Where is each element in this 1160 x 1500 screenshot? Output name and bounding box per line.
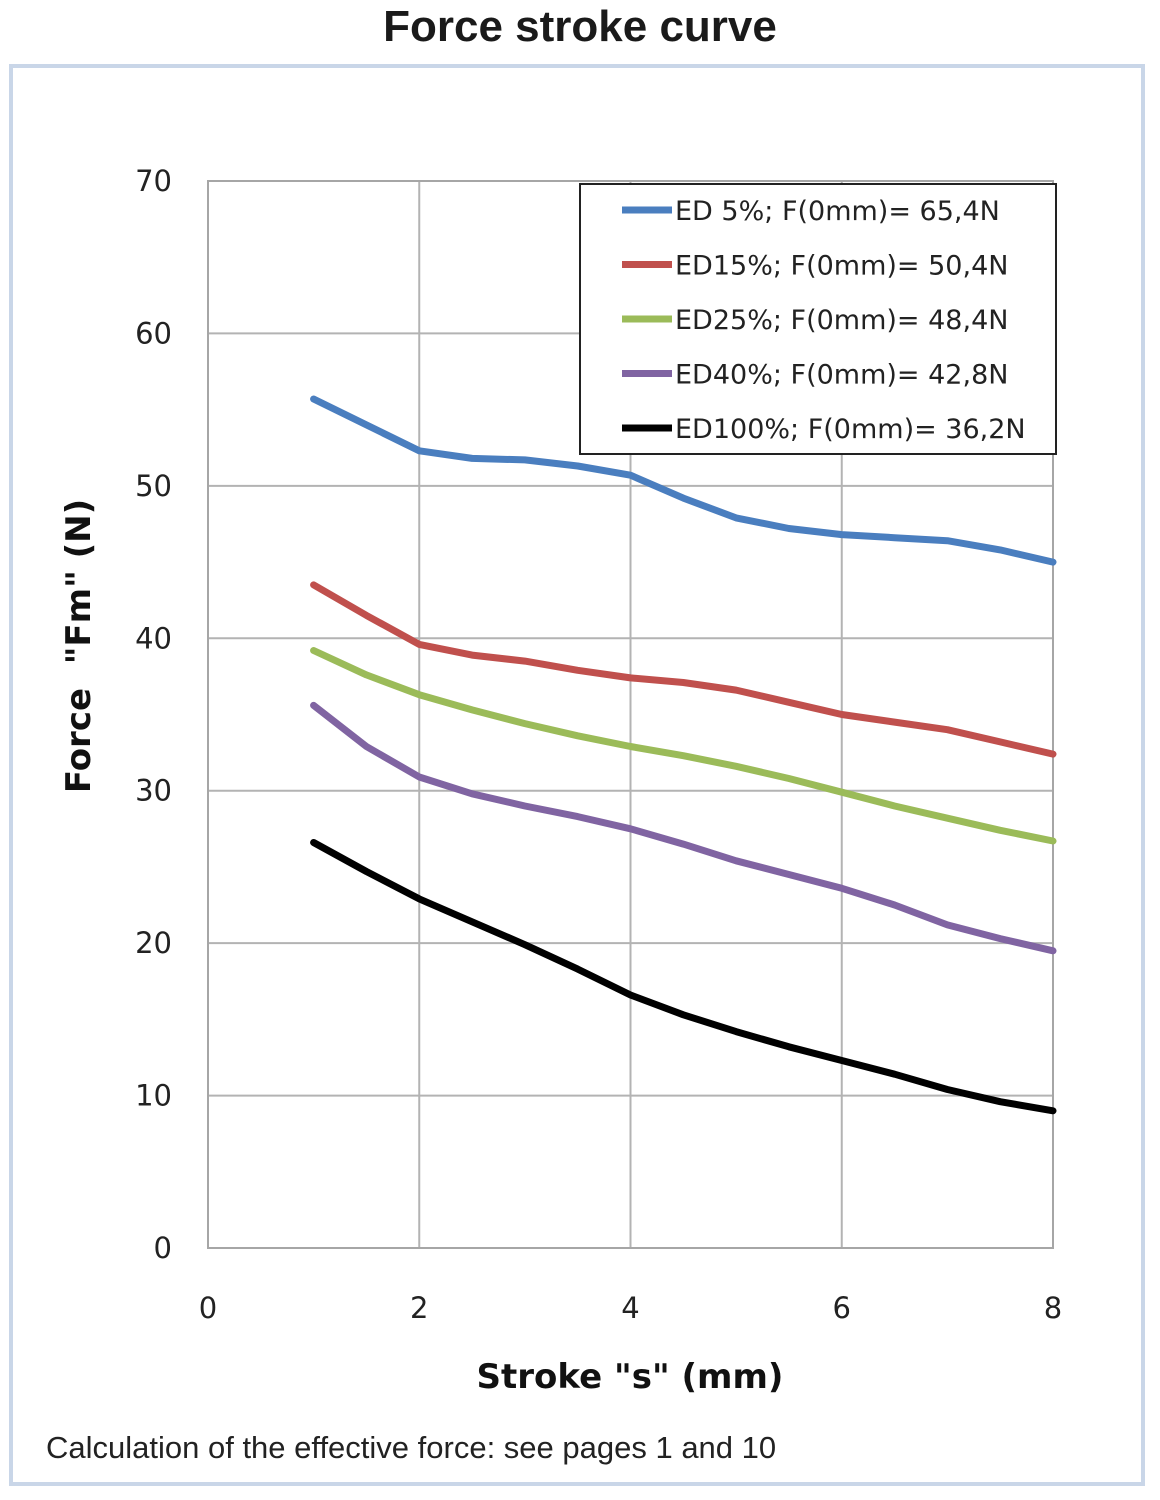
- y-tick-label: 10: [135, 1079, 172, 1113]
- series-line-5: [310, 839, 1057, 1115]
- x-tick-label: 8: [1044, 1291, 1062, 1325]
- legend: ED 5%; F(0mm)= 65,4N ED15%; F(0mm)= 50,4N…: [579, 183, 1057, 455]
- x-axis-label: Stroke "s" (mm): [477, 1357, 784, 1397]
- series-line-2: [310, 581, 1057, 758]
- plot-area-border: [207, 180, 1054, 1249]
- legend-entry-label: ED25%; F(0mm)= 48,4N: [675, 305, 1008, 336]
- y-tick-label: 60: [135, 316, 172, 350]
- legend-entry-label: ED100%; F(0mm)= 36,2N: [675, 414, 1026, 445]
- y-axis-ticks: 0 10 20 30 40 50 60 70: [135, 164, 172, 1265]
- footnote: Calculation of the effective force: see …: [46, 1430, 777, 1465]
- y-tick-label: 0: [154, 1231, 172, 1265]
- legend-entry-label: ED 5%; F(0mm)= 65,4N: [675, 196, 1000, 227]
- page-title: Force stroke curve: [383, 2, 777, 51]
- series-line-3: [310, 647, 1057, 845]
- x-tick-label: 6: [833, 1291, 851, 1325]
- x-tick-label: 2: [410, 1291, 428, 1325]
- y-tick-label: 70: [135, 164, 172, 198]
- y-tick-label: 30: [135, 774, 172, 808]
- series-line-1: [310, 395, 1057, 566]
- x-tick-label: 4: [621, 1291, 639, 1325]
- y-tick-label: 40: [135, 621, 172, 655]
- x-tick-label: 0: [199, 1291, 217, 1325]
- y-tick-label: 20: [135, 926, 172, 960]
- x-axis-ticks: 0 2 4 6 8: [199, 1291, 1062, 1325]
- series-line-4: [310, 701, 1057, 955]
- y-axis-label: Force "Fm" (N): [59, 499, 99, 793]
- legend-entry-label: ED15%; F(0mm)= 50,4N: [675, 251, 1008, 282]
- legend-entry-label: ED40%; F(0mm)= 42,8N: [675, 360, 1008, 391]
- series-lines: [310, 395, 1057, 1115]
- y-tick-label: 50: [135, 469, 172, 503]
